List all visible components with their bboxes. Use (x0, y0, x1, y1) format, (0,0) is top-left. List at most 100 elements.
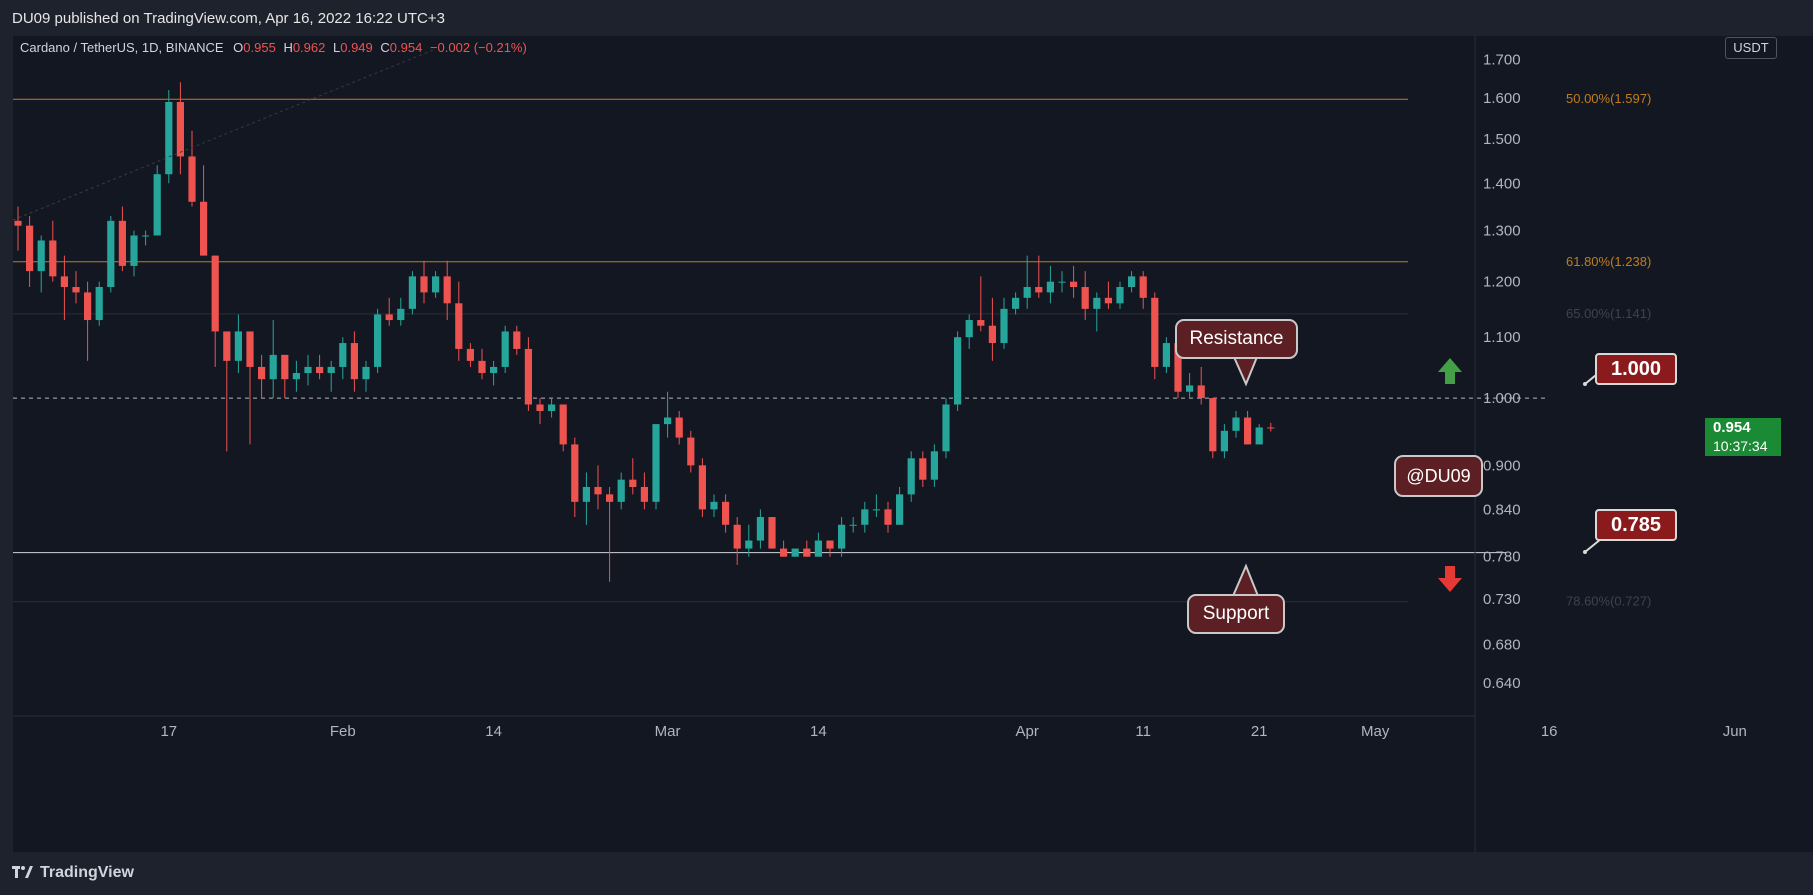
candle-2022-01-22 (223, 331, 231, 452)
candle-body (780, 548, 788, 557)
candle-2022-02-24 (606, 486, 614, 582)
candle-2022-01-09 (72, 271, 80, 304)
candles (14, 82, 1275, 582)
candle-body (710, 501, 718, 510)
support-callout[interactable]: Support (1187, 594, 1285, 634)
candle-2022-01-12 (107, 216, 115, 293)
candle-2022-04-07 (1093, 292, 1101, 332)
candle-2022-01-04 (14, 206, 22, 251)
candle-2022-04-06 (1081, 271, 1089, 321)
candle-body (153, 174, 161, 236)
candle-body (861, 509, 869, 525)
candle-body (1197, 385, 1205, 399)
candle-2022-01-17 (165, 90, 173, 184)
candle-2022-04-10 (1128, 271, 1136, 293)
candle-body (629, 479, 637, 487)
candle-2022-01-18 (176, 82, 184, 175)
candle-2022-04-01 (1023, 255, 1031, 309)
candle-body (1081, 287, 1089, 309)
candle-2022-02-04 (374, 308, 382, 374)
candle-2022-01-19 (188, 130, 196, 207)
candle-body (432, 276, 440, 293)
candle-2022-04-15 (1186, 373, 1194, 399)
candlestick-chart[interactable]: 50.00%(1.597) 61.80%(1.238) 65.00%(1.141) 7… (13, 36, 1813, 852)
candle-2022-03-28 (977, 276, 985, 332)
candle-body (234, 331, 242, 361)
candle-2022-03-05 (710, 494, 718, 518)
candle-body (84, 292, 92, 321)
candle-2022-01-15 (142, 230, 150, 246)
candle-body (977, 320, 985, 326)
candle-body (95, 287, 103, 321)
candle-body (617, 479, 625, 502)
candle-2022-01-10 (84, 281, 92, 361)
resistance-callout[interactable]: Resistance (1175, 319, 1298, 359)
candle-2022-02-17 (524, 337, 532, 411)
candle-2022-01-21 (211, 255, 219, 367)
resistance-price-tag[interactable]: 1.000 (1595, 353, 1677, 385)
candle-2022-02-22 (582, 472, 590, 525)
candle-2022-02-10 (443, 260, 451, 321)
candle-body (362, 366, 370, 380)
support-price-tag[interactable]: 0.785 (1595, 509, 1677, 541)
candle-2022-01-05 (26, 216, 34, 288)
candle-body (1000, 308, 1008, 344)
y-tick-9: 0.840 (1483, 501, 1521, 518)
candle-body (559, 404, 567, 445)
x-tick-7: 21 (1251, 723, 1268, 740)
candle-2022-02-01 (339, 337, 347, 380)
candle-body (1162, 343, 1170, 367)
candle-2022-03-11 (780, 540, 788, 557)
candle-2022-02-20 (559, 404, 567, 452)
candle-2022-03-27 (965, 314, 973, 349)
y-tick-5: 1.200 (1483, 274, 1521, 291)
tradingview-logo[interactable]: TradingView (12, 864, 134, 882)
candle-2022-01-24 (246, 331, 254, 445)
candle-body (1070, 281, 1078, 288)
candle-2022-01-29 (304, 354, 312, 386)
candle-2022-04-02 (1035, 255, 1043, 298)
footer: TradingView (0, 852, 1813, 895)
candle-2022-04-16 (1197, 366, 1205, 405)
candle-body (536, 404, 544, 411)
candle-2022-02-07 (408, 271, 416, 315)
publisher-bar: DU09 published on TradingView.com, Apr 1… (0, 0, 1813, 36)
fib-levels: 50.00%(1.597) 61.80%(1.238) 65.00%(1.141) 7… (13, 91, 1651, 609)
resistance-pointer (1232, 356, 1259, 387)
candle-2022-03-09 (756, 509, 764, 549)
candle-2022-02-19 (548, 398, 556, 418)
candle-body (37, 240, 45, 272)
candle-body (408, 276, 416, 309)
candle-body (304, 366, 312, 374)
candle-body (1151, 297, 1159, 367)
candle-body (698, 465, 706, 510)
candle-body (582, 486, 590, 502)
fib-label-3: 78.60%(0.727) (1566, 594, 1651, 609)
candle-body (640, 486, 648, 502)
high-label: H (283, 40, 293, 55)
candle-body (838, 524, 846, 549)
close-value: 0.954 (389, 40, 423, 55)
candle-2022-01-23 (234, 314, 242, 374)
open-value: 0.955 (243, 40, 276, 55)
y-tick-2: 1.500 (1483, 131, 1521, 148)
author-callout[interactable]: @DU09 (1394, 455, 1483, 497)
y-tick-12: 0.680 (1483, 636, 1521, 653)
candle-2022-03-01 (664, 391, 672, 438)
candle-2022-01-26 (269, 320, 277, 399)
candle-2022-03-07 (733, 517, 741, 565)
x-tick-3: Mar (655, 723, 681, 740)
y-tick-11: 0.730 (1483, 591, 1521, 608)
candle-2022-04-08 (1104, 281, 1112, 309)
candle-body (652, 424, 660, 502)
y-tick-10: 0.780 (1483, 549, 1521, 566)
candle-2022-02-25 (617, 472, 625, 510)
candle-body (965, 320, 973, 338)
x-tick-9: 16 (1541, 723, 1558, 740)
x-tick-8: May (1361, 723, 1390, 740)
candle-2022-02-12 (466, 343, 474, 367)
candle-body (524, 348, 532, 405)
decorations (13, 49, 1613, 597)
currency-button[interactable]: USDT (1725, 37, 1777, 59)
candle-body (72, 287, 80, 293)
